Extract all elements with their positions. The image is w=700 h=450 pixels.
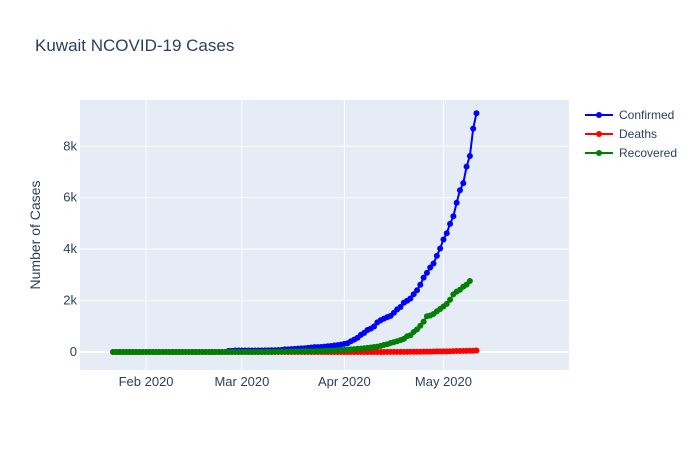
data-point-recovered[interactable] [447,296,454,303]
legend-marker-recovered [596,150,602,156]
legend-label-deaths: Deaths [619,127,657,141]
data-point-confirmed[interactable] [440,236,447,243]
legend-label-recovered: Recovered [619,146,677,160]
legend-marker-confirmed [596,112,602,118]
x-tick-label: Feb 2020 [119,374,174,389]
legend-label-confirmed: Confirmed [619,108,674,122]
tick-layer: 0 2k 4k 6k 8k Feb 2020 Mar 2020 Apr 2020 May 202… [63,138,472,389]
legend-marker-deaths [596,131,602,137]
data-point-deaths[interactable] [473,347,480,354]
y-tick-label: 0 [70,344,77,359]
data-point-confirmed[interactable] [437,245,444,252]
data-point-confirmed[interactable] [466,152,473,159]
data-point-confirmed[interactable] [433,252,440,259]
data-point-confirmed[interactable] [417,281,424,288]
series-recovered [110,278,473,355]
series-layer [110,110,480,355]
data-point-confirmed[interactable] [407,295,414,302]
legend-item-recovered[interactable]: Recovered [585,146,677,160]
plot-area [80,100,569,370]
y-tick-label: 6k [63,190,77,205]
x-tick-label: May 2020 [415,374,472,389]
data-point-confirmed[interactable] [463,163,470,170]
data-point-confirmed[interactable] [423,269,430,276]
x-tick-label: Mar 2020 [214,374,269,389]
data-point-confirmed[interactable] [447,220,454,227]
data-point-recovered[interactable] [443,300,450,307]
data-point-confirmed[interactable] [470,125,477,132]
legend[interactable]: Confirmed Deaths Recovered [585,108,677,160]
data-point-confirmed[interactable] [460,180,467,187]
y-axis-title: Number of Cases [27,181,43,290]
y-tick-label: 2k [63,293,77,308]
chart-title: Kuwait NCOVID-19 Cases [35,36,234,55]
data-point-confirmed[interactable] [420,274,427,281]
data-point-recovered[interactable] [420,318,427,325]
data-point-confirmed[interactable] [427,264,434,271]
data-point-confirmed[interactable] [443,230,450,237]
legend-item-deaths[interactable]: Deaths [585,127,657,141]
data-point-confirmed[interactable] [397,303,404,310]
data-point-confirmed[interactable] [414,287,421,294]
data-point-confirmed[interactable] [453,199,460,206]
y-tick-label: 4k [63,241,77,256]
data-point-confirmed[interactable] [473,110,480,117]
data-point-confirmed[interactable] [456,187,463,194]
data-point-confirmed[interactable] [450,213,457,220]
x-tick-label: Apr 2020 [318,374,371,389]
legend-item-confirmed[interactable]: Confirmed [585,108,674,122]
data-point-confirmed[interactable] [430,260,437,267]
y-tick-label: 8k [63,138,77,153]
data-point-recovered[interactable] [417,322,424,329]
data-point-recovered[interactable] [466,278,473,285]
data-point-confirmed[interactable] [371,323,378,330]
